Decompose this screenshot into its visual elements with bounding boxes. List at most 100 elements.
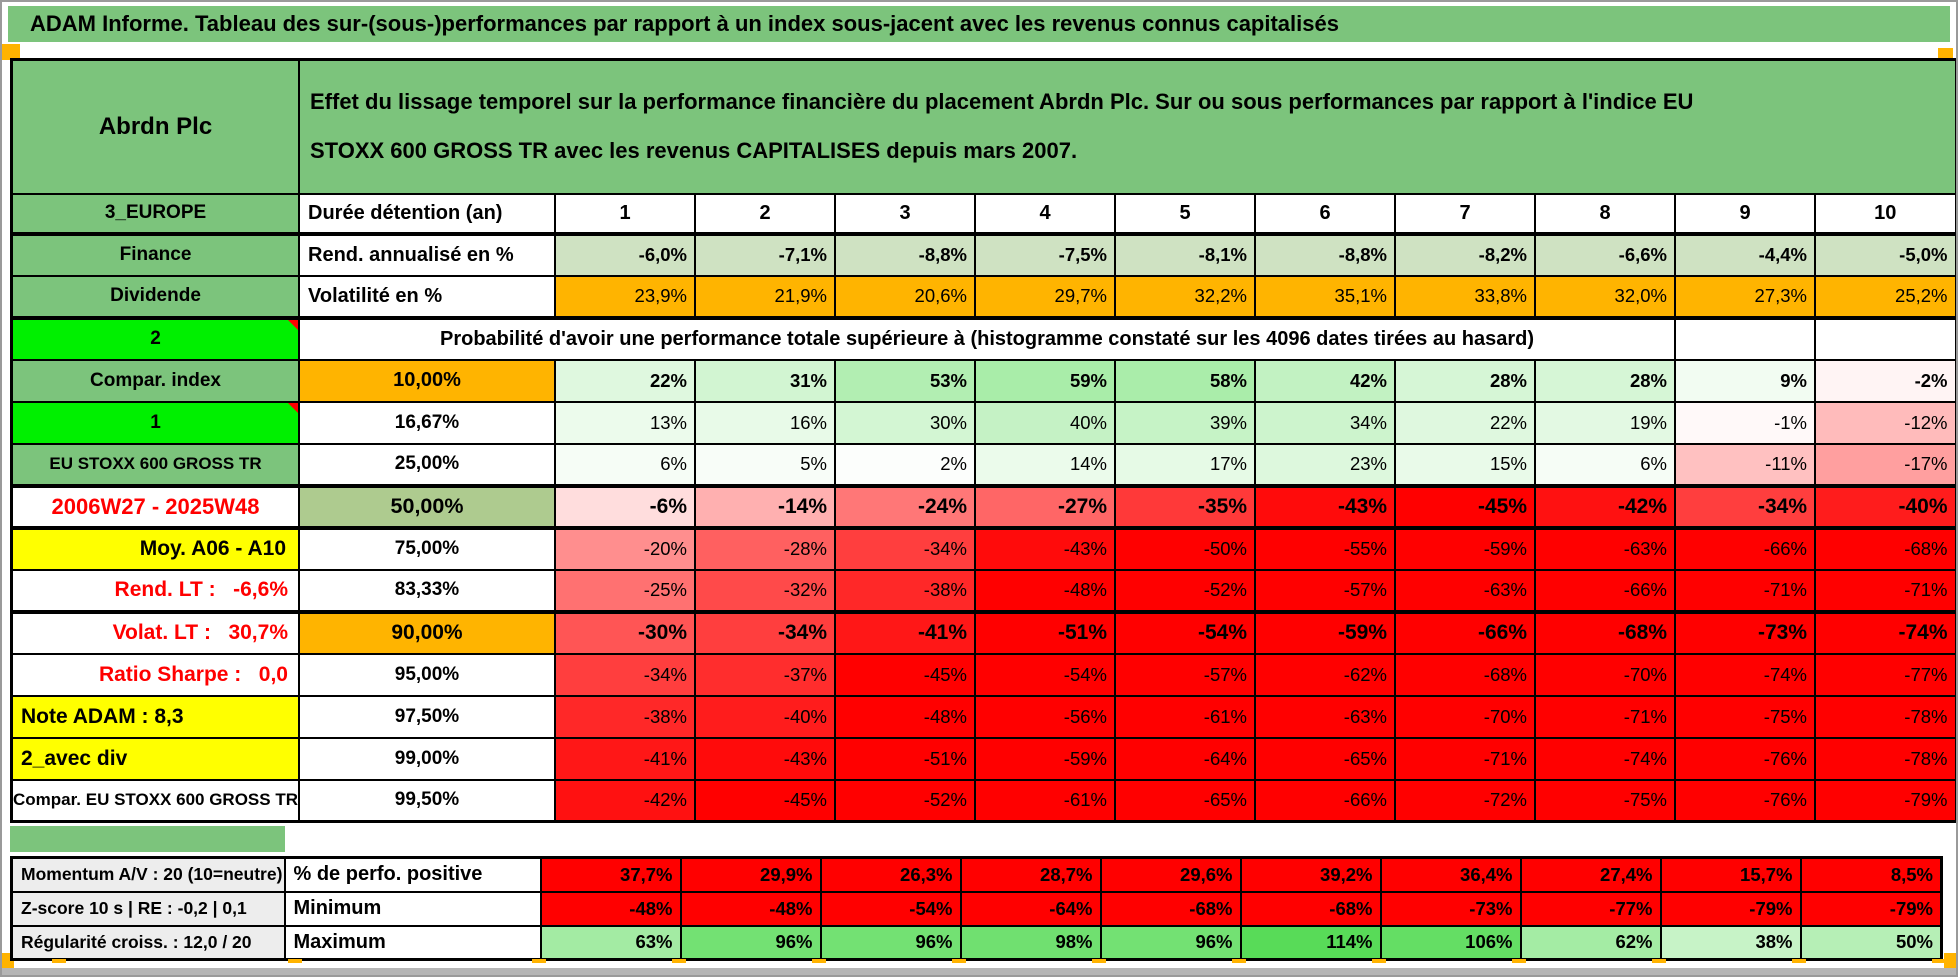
value-cell[interactable]: -38% — [834, 568, 976, 613]
value-cell[interactable]: -68% — [1814, 526, 1957, 571]
value-cell[interactable]: -71% — [1534, 694, 1676, 739]
value-cell[interactable]: 26,3% — [819, 856, 962, 893]
value-cell[interactable]: 23,9% — [554, 274, 696, 320]
value-cell[interactable]: -76% — [1674, 736, 1816, 781]
duration-year-cell[interactable]: 5 — [1114, 192, 1256, 236]
value-cell[interactable]: 58% — [1114, 358, 1256, 403]
value-cell[interactable]: 14% — [974, 442, 1116, 487]
value-cell[interactable]: -74% — [1814, 609, 1957, 655]
param-cell[interactable]: Rend. annualisé en % — [298, 232, 556, 277]
value-cell[interactable]: -43% — [974, 526, 1116, 571]
value-cell[interactable]: -34% — [834, 526, 976, 571]
value-cell[interactable]: -8,1% — [1114, 232, 1256, 277]
value-cell[interactable]: -8,8% — [834, 232, 976, 277]
value-cell[interactable]: 37,7% — [539, 856, 682, 893]
value-cell[interactable]: -55% — [1254, 526, 1396, 571]
param-cell[interactable]: 95,00% — [298, 652, 556, 697]
value-cell[interactable]: 33,8% — [1394, 274, 1536, 320]
value-cell[interactable]: -25% — [554, 568, 696, 613]
value-cell[interactable]: -77% — [1814, 652, 1957, 697]
duration-year-cell[interactable]: 7 — [1394, 192, 1536, 236]
value-cell[interactable]: 22% — [1394, 400, 1536, 445]
value-cell[interactable]: -51% — [834, 736, 976, 781]
row-label-cell[interactable]: Dividende — [10, 274, 300, 320]
value-cell[interactable]: 29,7% — [974, 274, 1116, 320]
value-cell[interactable]: -42% — [1534, 483, 1676, 530]
param-cell[interactable]: 90,00% — [298, 609, 556, 655]
value-cell[interactable]: -7,1% — [694, 232, 836, 277]
value-cell[interactable]: -48% — [539, 890, 682, 927]
value-cell[interactable]: 39% — [1114, 400, 1256, 445]
value-cell[interactable]: -5,0% — [1814, 232, 1957, 277]
value-cell[interactable]: -11% — [1674, 442, 1816, 487]
value-cell[interactable]: 28,7% — [959, 856, 1102, 893]
value-cell[interactable]: 6% — [554, 442, 696, 487]
value-cell[interactable]: 62% — [1519, 924, 1662, 961]
value-cell[interactable]: -52% — [834, 778, 976, 823]
row-label-cell[interactable]: Ratio Sharpe : 0,0 — [10, 652, 300, 697]
value-cell[interactable]: -78% — [1814, 694, 1957, 739]
value-cell[interactable]: 8,5% — [1799, 856, 1943, 893]
value-cell[interactable]: -35% — [1114, 483, 1256, 530]
value-cell[interactable]: -6% — [554, 483, 696, 530]
value-cell[interactable]: -57% — [1114, 652, 1256, 697]
duration-year-cell[interactable]: 10 — [1814, 192, 1957, 236]
value-cell[interactable]: -48% — [974, 568, 1116, 613]
value-cell[interactable]: -61% — [1114, 694, 1256, 739]
row-label-cell[interactable]: Momentum A/V : 20 (10=neutre) — [10, 856, 286, 893]
value-cell[interactable]: 27,4% — [1519, 856, 1662, 893]
value-cell[interactable]: 6% — [1534, 442, 1676, 487]
value-cell[interactable]: -79% — [1814, 778, 1957, 823]
value-cell[interactable]: 31% — [694, 358, 836, 403]
value-cell[interactable]: -14% — [694, 483, 836, 530]
param-cell[interactable]: % de perfo. positive — [283, 856, 542, 893]
value-cell[interactable]: 36,4% — [1379, 856, 1522, 893]
value-cell[interactable]: 2% — [834, 442, 976, 487]
duration-year-cell[interactable]: 3 — [834, 192, 976, 236]
value-cell[interactable]: -65% — [1254, 736, 1396, 781]
value-cell[interactable]: -63% — [1534, 526, 1676, 571]
value-cell[interactable]: -34% — [554, 652, 696, 697]
value-cell[interactable]: -64% — [959, 890, 1102, 927]
row-label-cell[interactable]: Z-score 10 s | RE : -0,2 | 0,1 — [10, 890, 286, 927]
value-cell[interactable]: -68% — [1394, 652, 1536, 697]
value-cell[interactable]: -70% — [1394, 694, 1536, 739]
value-cell[interactable]: 38% — [1659, 924, 1802, 961]
value-cell[interactable]: -75% — [1674, 694, 1816, 739]
param-cell[interactable]: 75,00% — [298, 526, 556, 571]
value-cell[interactable]: -8,2% — [1394, 232, 1536, 277]
value-cell[interactable]: -73% — [1379, 890, 1522, 927]
value-cell[interactable]: 114% — [1239, 924, 1382, 961]
param-cell[interactable]: Volatilité en % — [298, 274, 556, 320]
value-cell[interactable]: 29,9% — [679, 856, 822, 893]
duration-year-cell[interactable]: 4 — [974, 192, 1116, 236]
value-cell[interactable]: -59% — [1394, 526, 1536, 571]
value-cell[interactable]: -48% — [834, 694, 976, 739]
value-cell[interactable]: 28% — [1394, 358, 1536, 403]
value-cell[interactable]: 13% — [554, 400, 696, 445]
value-cell[interactable]: 27,3% — [1674, 274, 1816, 320]
value-cell[interactable]: 32,0% — [1534, 274, 1676, 320]
value-cell[interactable]: -54% — [1114, 609, 1256, 655]
value-cell[interactable]: -71% — [1394, 736, 1536, 781]
value-cell[interactable]: -70% — [1534, 652, 1676, 697]
value-cell[interactable]: -68% — [1534, 609, 1676, 655]
value-cell[interactable]: -54% — [819, 890, 962, 927]
value-cell[interactable]: -76% — [1674, 778, 1816, 823]
value-cell[interactable]: -24% — [834, 483, 976, 530]
value-cell[interactable]: -78% — [1814, 736, 1957, 781]
empty-cell[interactable] — [1674, 316, 1816, 361]
value-cell[interactable]: -59% — [1254, 609, 1396, 655]
row-label-cell[interactable]: Régularité croiss. : 12,0 / 20 — [10, 924, 286, 961]
value-cell[interactable]: -42% — [554, 778, 696, 823]
duration-year-cell[interactable]: 9 — [1674, 192, 1816, 236]
value-cell[interactable]: 32,2% — [1114, 274, 1256, 320]
value-cell[interactable]: -72% — [1394, 778, 1536, 823]
value-cell[interactable]: -57% — [1254, 568, 1396, 613]
value-cell[interactable]: -38% — [554, 694, 696, 739]
duration-year-cell[interactable]: 6 — [1254, 192, 1396, 236]
row-label-cell[interactable]: 1 — [10, 400, 300, 445]
value-cell[interactable]: -79% — [1799, 890, 1943, 927]
value-cell[interactable]: -43% — [1254, 483, 1396, 530]
value-cell[interactable]: -27% — [974, 483, 1116, 530]
